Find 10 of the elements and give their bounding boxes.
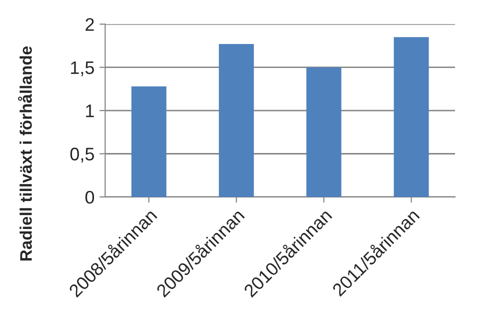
y-tick-label: 0 [85, 190, 94, 204]
y-tick-label: 2 [86, 18, 94, 31]
y-tick-label: 1,5 [71, 61, 94, 76]
y-axis-title: Radiell tillväxt i förhållande [18, 46, 32, 261]
bar [218, 44, 254, 197]
bar [131, 86, 166, 197]
y-tick-label: 0,5 [70, 148, 94, 163]
bar [306, 67, 342, 197]
bar [394, 37, 429, 197]
y-tick-label: 1 [86, 104, 94, 118]
